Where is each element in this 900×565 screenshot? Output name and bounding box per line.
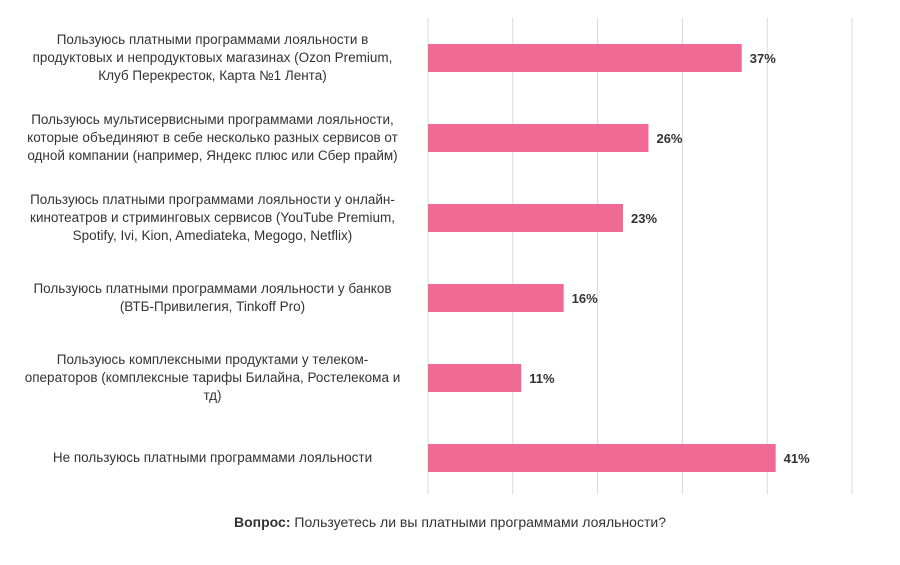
data-label-2: 26% <box>656 131 682 146</box>
category-label-line: Клуб Перекресток, Карта №1 Лента) <box>98 68 327 83</box>
category-label-line: Spotify, Ivi, Kion, Amediateka, Megogo, … <box>72 228 353 243</box>
bar-2 <box>428 124 649 152</box>
data-label-6: 41% <box>784 451 810 466</box>
category-label-line: одной компании (например, Яндекс плюс ил… <box>27 148 398 163</box>
category-label-1: Пользуюсь платными программами лояльност… <box>10 31 415 85</box>
category-label-4: Пользуюсь платными программами лояльност… <box>10 280 415 316</box>
data-label-4: 16% <box>572 291 598 306</box>
category-label-line: Пользуюсь мультисервисными программами л… <box>31 112 394 127</box>
data-label-3: 23% <box>631 211 657 226</box>
data-label-1: 37% <box>750 51 776 66</box>
category-label-5: Пользуюсь комплексными продуктами у теле… <box>10 351 415 405</box>
category-label-line: тд) <box>203 388 222 403</box>
category-label-line: операторов (комплексные тарифы Билайна, … <box>24 370 401 385</box>
category-label-line: (ВТБ-Привилегия, Tinkoff Pro) <box>119 299 306 314</box>
category-label-line: Пользуюсь платными программами лояльност… <box>56 32 369 47</box>
bar-5 <box>428 364 522 392</box>
bar-3 <box>428 204 624 232</box>
category-label-3: Пользуюсь платными программами лояльност… <box>10 191 415 245</box>
bar-6 <box>428 444 776 472</box>
category-label-line: кинотеатров и стриминговых сервисов (You… <box>30 210 395 225</box>
category-label-line: которые объединяют в себе несколько разн… <box>27 130 398 145</box>
category-label-line: Пользуюсь платными программами лояльност… <box>33 281 392 296</box>
question-caption: Вопрос: Пользуетесь ли вы платными прогр… <box>0 514 900 530</box>
category-label-line: Пользуюсь платными программами лояльност… <box>30 192 395 207</box>
bar-4 <box>428 284 564 312</box>
category-label-line: Пользуюсь комплексными продуктами у теле… <box>56 352 369 367</box>
category-label-line: Не пользуюсь платными программами лояльн… <box>52 450 373 465</box>
bar-1 <box>428 44 742 72</box>
data-label-5: 11% <box>529 371 555 386</box>
question-label: Вопрос: <box>234 514 291 530</box>
question-text: Пользуетесь ли вы платными программами л… <box>290 514 666 530</box>
category-label-6: Не пользуюсь платными программами лояльн… <box>10 449 415 467</box>
category-label-line: продуктовых и непродуктовых магазинах (O… <box>32 50 393 65</box>
category-label-2: Пользуюсь мультисервисными программами л… <box>10 111 415 165</box>
